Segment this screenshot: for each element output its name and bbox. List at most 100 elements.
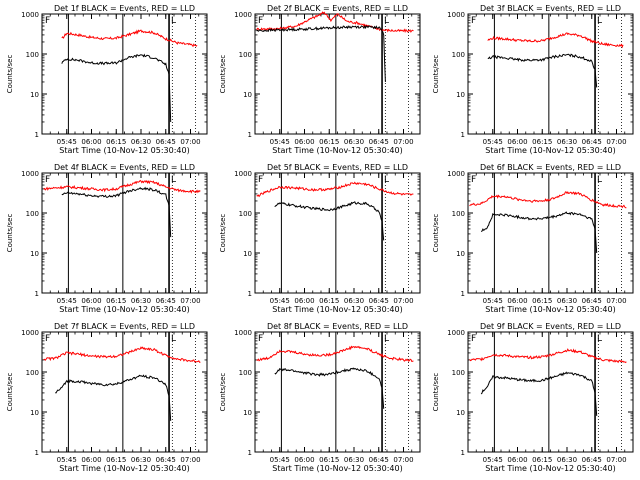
chart-title: Det 4f BLACK = Events, RED = LLD (54, 163, 195, 172)
x-tick-label: 05:45 (483, 297, 503, 305)
y-tick-label: 100 (26, 51, 39, 59)
x-axis-label: Start Time (10-Nov-12 05:30:40) (485, 464, 615, 473)
x-tick-label: 06:30 (131, 138, 151, 146)
x-tick-label: 06:00 (507, 456, 527, 464)
chart-panel-1: Det 1f BLACK = Events, RED = LLD Counts/s… (6, 4, 208, 155)
y-tick-label: 1000 (234, 170, 252, 178)
marker-f: F (471, 334, 476, 344)
marker-f: F (258, 334, 263, 344)
y-tick-label: 1 (461, 449, 465, 457)
y-axis-label: Counts/sec (219, 214, 227, 253)
y-tick-label: 1000 (447, 329, 465, 337)
x-tick-label: 06:15 (532, 456, 552, 464)
series-line-black-events (487, 53, 598, 88)
x-tick-label: 07:00 (393, 297, 413, 305)
x-tick-label: 06:45 (156, 138, 176, 146)
marker-l: L (384, 16, 389, 26)
x-tick-label: 06:15 (106, 138, 126, 146)
x-tick-label: 05:45 (270, 138, 290, 146)
x-tick-label: 06:15 (106, 297, 126, 305)
y-tick-label: 100 (26, 369, 39, 377)
series-line-black-events (61, 186, 172, 238)
marker-f: F (45, 334, 50, 344)
marker-l: L (384, 175, 389, 185)
plot-frame (467, 172, 634, 294)
x-tick-label: 06:30 (557, 138, 577, 146)
series-line-black-events (480, 371, 598, 416)
x-tick-label: 06:00 (294, 456, 314, 464)
chart-panel-4: Det 4f BLACK = Events, RED = LLD Counts/s… (6, 163, 208, 314)
y-tick-label: 10 (456, 91, 465, 99)
x-tick-label: 06:00 (81, 138, 101, 146)
series-line-black-events (274, 201, 385, 241)
chart-title: Det 9f BLACK = Events, RED = LLD (480, 322, 621, 331)
x-axis-label: Start Time (10-Nov-12 05:30:40) (272, 464, 402, 473)
y-axis-label: Counts/sec (432, 373, 440, 412)
y-tick-label: 100 (26, 210, 39, 218)
marker-l: L (171, 175, 176, 185)
marker-l: L (384, 334, 389, 344)
series-line-red-lld (61, 29, 198, 48)
x-tick-label: 07:00 (393, 456, 413, 464)
plot-frame (254, 172, 421, 294)
y-tick-label: 100 (452, 210, 465, 218)
chart-panel-5: Det 5f BLACK = Events, RED = LLD Counts/s… (219, 163, 421, 314)
y-tick-label: 1 (248, 131, 252, 139)
x-tick-label: 06:00 (294, 297, 314, 305)
series-line-black-events (55, 374, 172, 421)
y-tick-label: 1 (35, 290, 39, 298)
marker-f: F (258, 16, 263, 26)
series-line-red-lld (256, 345, 414, 362)
x-tick-label: 06:00 (81, 456, 101, 464)
series-line-red-lld (43, 346, 201, 363)
chart-panel-9: Det 9f BLACK = Events, RED = LLD Counts/s… (432, 322, 634, 473)
y-tick-label: 1 (35, 131, 39, 139)
y-tick-label: 1000 (447, 170, 465, 178)
chart-title: Det 5f BLACK = Events, RED = LLD (267, 163, 408, 172)
x-tick-label: 07:00 (393, 138, 413, 146)
y-axis-label: Counts/sec (219, 373, 227, 412)
chart-panel-6: Det 6f BLACK = Events, RED = LLD Counts/s… (432, 163, 634, 314)
x-tick-label: 05:45 (57, 297, 77, 305)
series-line-red-lld (487, 32, 624, 49)
y-tick-label: 10 (243, 91, 252, 99)
series-line-red-lld (469, 348, 627, 364)
y-axis-label: Counts/sec (6, 214, 14, 253)
marker-f: F (258, 175, 263, 185)
x-tick-label: 06:45 (582, 138, 602, 146)
y-tick-label: 100 (239, 51, 252, 59)
x-tick-label: 06:30 (344, 297, 364, 305)
y-tick-label: 100 (452, 51, 465, 59)
chart-panel-7: Det 7f BLACK = Events, RED = LLD Counts/s… (6, 322, 208, 473)
x-tick-label: 06:45 (156, 456, 176, 464)
y-tick-label: 1000 (234, 329, 252, 337)
x-tick-label: 06:15 (532, 297, 552, 305)
marker-l: L (597, 334, 602, 344)
y-tick-label: 1 (248, 449, 252, 457)
marker-f: F (45, 175, 50, 185)
x-tick-label: 06:30 (557, 297, 577, 305)
chart-title: Det 8f BLACK = Events, RED = LLD (267, 322, 408, 331)
marker-f: F (471, 16, 476, 26)
x-tick-label: 06:15 (319, 456, 339, 464)
x-tick-label: 05:45 (270, 456, 290, 464)
x-tick-label: 06:15 (532, 138, 552, 146)
x-tick-label: 06:30 (131, 297, 151, 305)
y-tick-label: 10 (243, 250, 252, 258)
plot-frame (254, 13, 421, 135)
x-axis-label: Start Time (10-Nov-12 05:30:40) (272, 146, 402, 155)
chart-title: Det 2f BLACK = Events, RED = LLD (267, 4, 408, 13)
y-tick-label: 1 (35, 449, 39, 457)
series-line-black-events (480, 211, 598, 254)
y-tick-label: 1000 (447, 11, 465, 19)
x-tick-label: 06:00 (507, 138, 527, 146)
series-line-black-events (61, 53, 172, 123)
x-tick-label: 06:00 (507, 297, 527, 305)
x-tick-label: 06:45 (582, 297, 602, 305)
plot-frame (41, 331, 208, 453)
chart-panel-2: Det 2f BLACK = Events, RED = LLD Counts/s… (219, 4, 421, 155)
x-tick-label: 07:00 (180, 138, 200, 146)
x-tick-label: 06:30 (557, 456, 577, 464)
x-tick-label: 05:45 (483, 456, 503, 464)
